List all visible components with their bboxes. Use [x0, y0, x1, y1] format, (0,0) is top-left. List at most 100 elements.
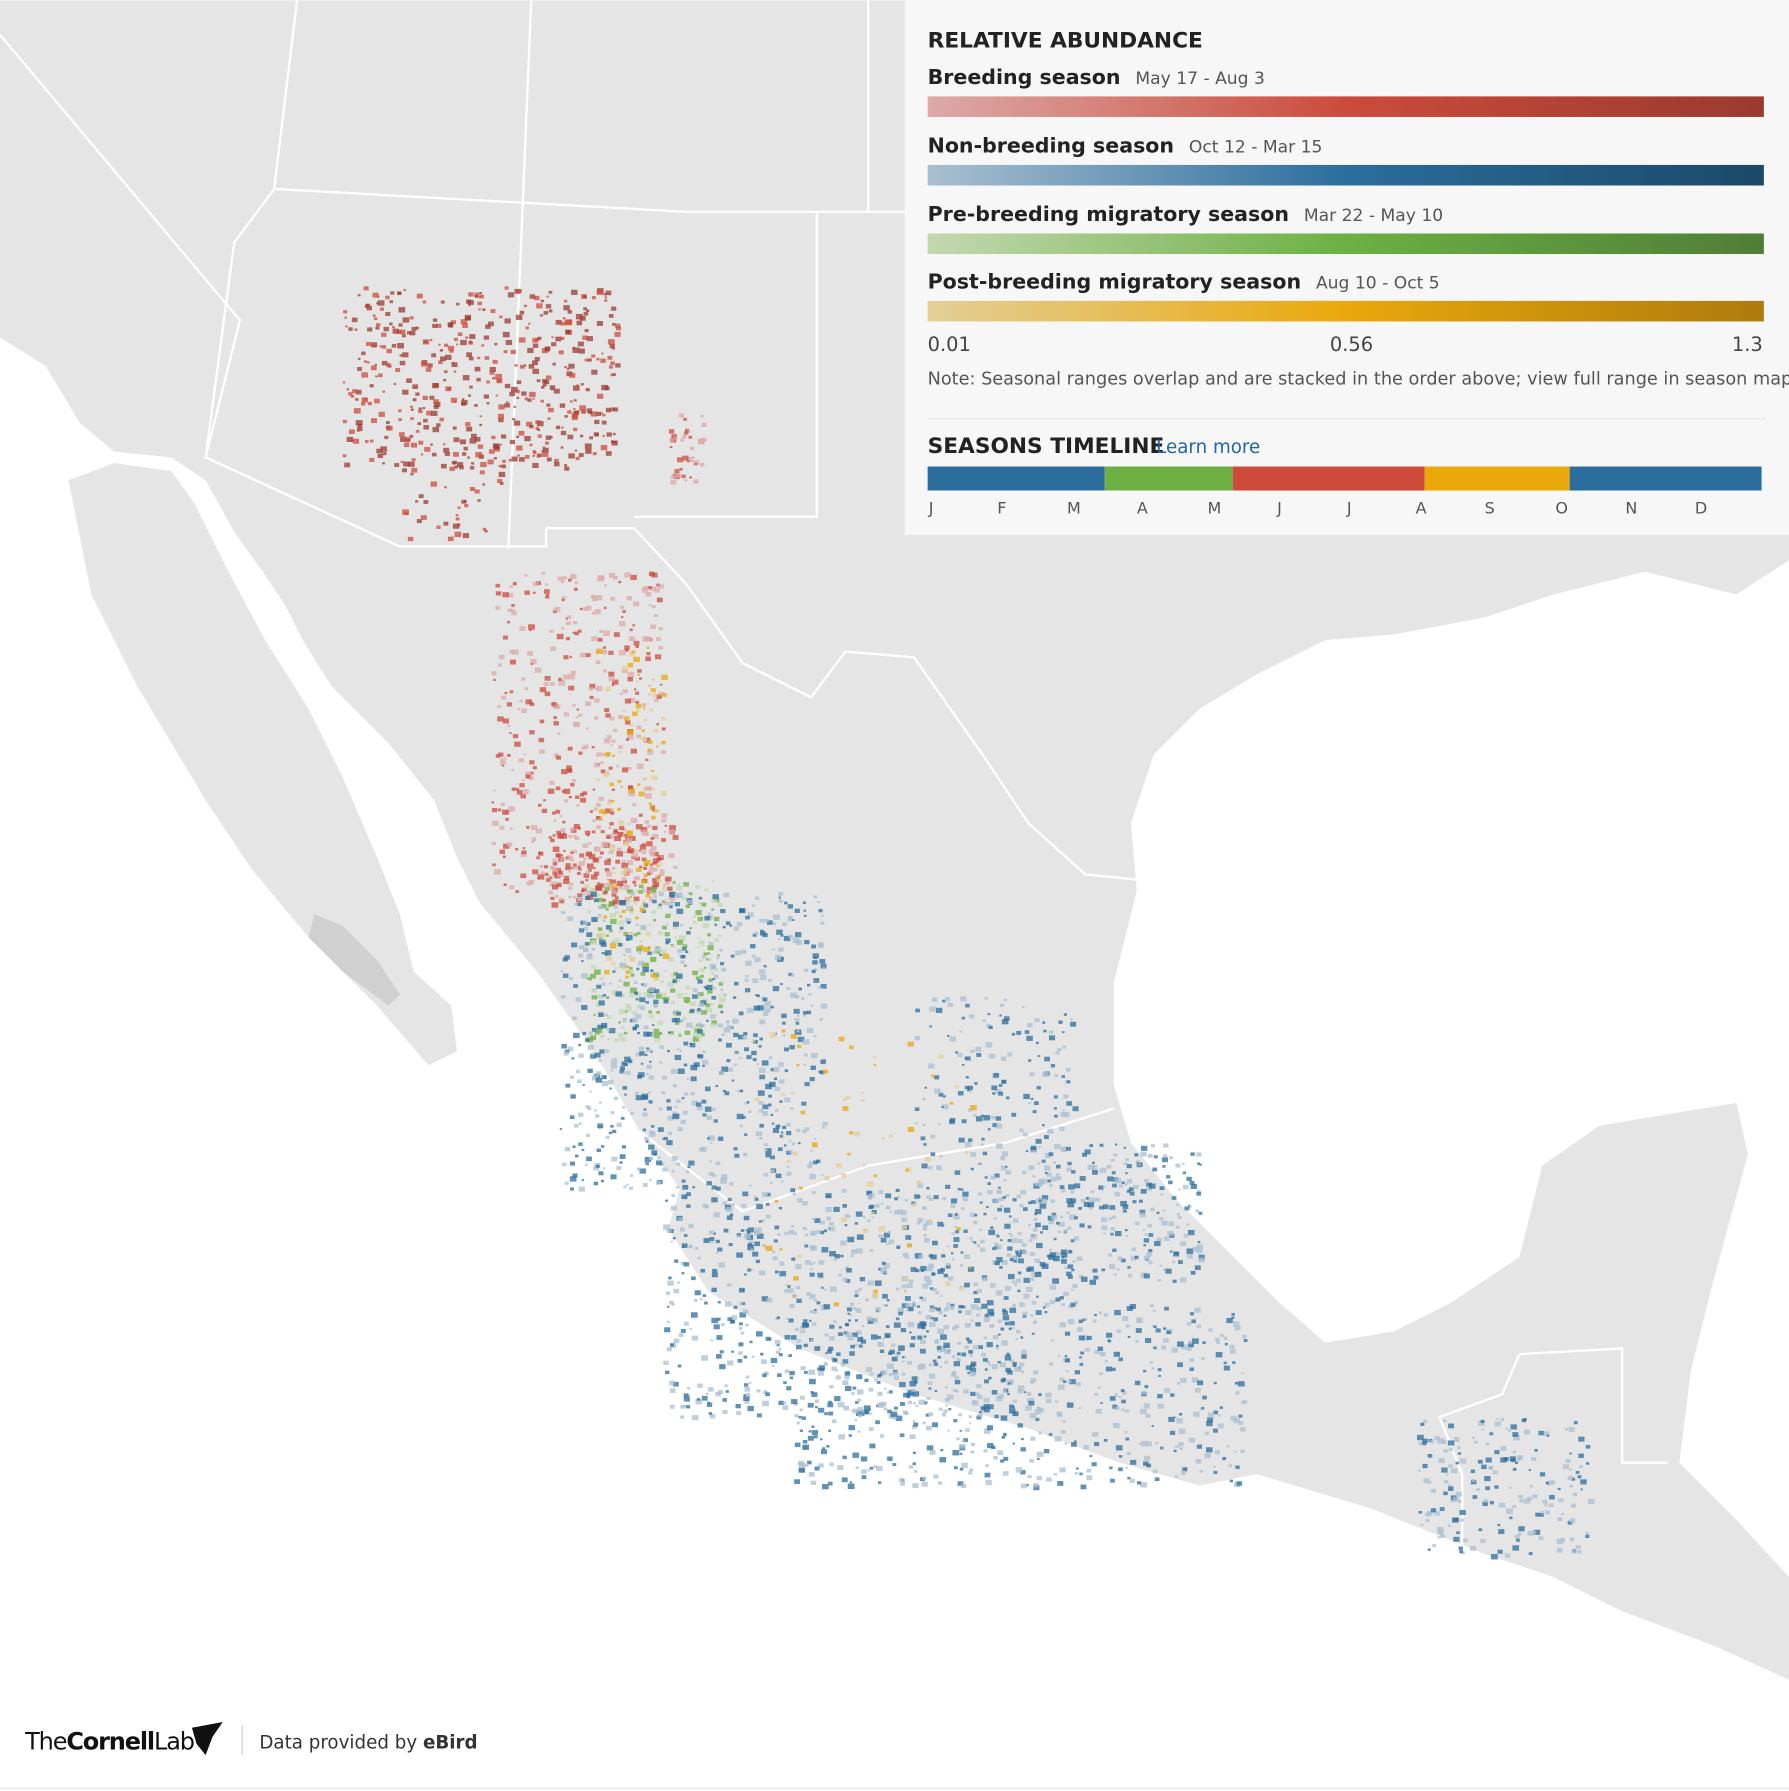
abundance-dot [994, 1173, 1000, 1178]
abundance-dot [778, 899, 783, 903]
abundance-dot [1513, 1434, 1520, 1441]
abundance-dot [564, 466, 570, 471]
abundance-dot [803, 1063, 807, 1066]
abundance-dot [432, 382, 439, 389]
abundance-dot [628, 791, 635, 797]
abundance-dot [1457, 1500, 1462, 1503]
abundance-dot [579, 607, 583, 611]
abundance-dot [991, 1324, 994, 1327]
abundance-dot [1144, 1385, 1149, 1389]
abundance-dot [646, 841, 653, 847]
abundance-dot [669, 1404, 675, 1409]
abundance-dot [570, 1094, 576, 1099]
abundance-dot [698, 1054, 704, 1059]
abundance-dot [442, 443, 446, 446]
abundance-dot [689, 476, 692, 479]
abundance-dot [600, 1179, 605, 1183]
abundance-dot [938, 1092, 944, 1097]
abundance-dot [685, 1170, 690, 1173]
abundance-dot [1217, 1423, 1224, 1429]
abundance-dot [912, 1202, 917, 1207]
abundance-dot [581, 1148, 585, 1152]
abundance-dot [1124, 1430, 1128, 1434]
abundance-dot [622, 709, 626, 712]
abundance-dot [677, 883, 680, 887]
abundance-dot [1169, 1430, 1176, 1435]
abundance-dot [583, 926, 589, 931]
abundance-dot [607, 799, 612, 803]
abundance-dot [970, 1152, 977, 1157]
abundance-dot [578, 1043, 582, 1047]
abundance-dot [682, 1016, 687, 1021]
abundance-dot [615, 991, 623, 997]
abundance-dot [430, 481, 438, 487]
abundance-dot [525, 326, 529, 330]
abundance-dot [1059, 1377, 1065, 1382]
abundance-dot [1041, 1263, 1049, 1269]
abundance-dot [736, 1090, 740, 1093]
abundance-dot [548, 890, 554, 895]
abundance-dot [1060, 1249, 1067, 1255]
abundance-dot [1022, 1311, 1028, 1316]
abundance-dot [1035, 1198, 1042, 1204]
abundance-dot [987, 1404, 994, 1410]
abundance-dot [974, 1298, 981, 1304]
abundance-dot [1036, 1457, 1040, 1461]
abundance-dot [643, 873, 648, 877]
abundance-dot [646, 1064, 652, 1069]
abundance-dot [959, 1264, 964, 1267]
abundance-dot [1569, 1452, 1572, 1455]
abundance-dot [449, 466, 455, 472]
abundance-dot [904, 1254, 910, 1259]
abundance-dot [874, 1280, 882, 1286]
abundance-dot [796, 1128, 801, 1133]
abundance-dot [912, 1462, 917, 1466]
abundance-dot [722, 1201, 727, 1205]
abundance-dot [1503, 1457, 1509, 1462]
abundance-dot [800, 1366, 806, 1371]
abundance-dot [582, 791, 588, 796]
abundance-dot [962, 1197, 969, 1202]
abundance-dot [1103, 1232, 1106, 1235]
abundance-dot [672, 1236, 676, 1240]
abundance-dot [452, 460, 457, 465]
abundance-dot [778, 1347, 782, 1351]
abundance-dot [943, 1273, 948, 1278]
abundance-dot [649, 1131, 656, 1137]
abundance-dot [607, 1038, 611, 1041]
abundance-dot [592, 895, 599, 900]
abundance-dot [758, 1045, 762, 1048]
abundance-dot [993, 1198, 1000, 1203]
abundance-dot [967, 1085, 973, 1091]
abundance-dot [624, 1056, 631, 1062]
abundance-dot [987, 1013, 991, 1016]
abundance-dot [954, 1085, 959, 1089]
learn-more-link[interactable]: Learn more [1156, 437, 1260, 458]
abundance-dot [1042, 1195, 1049, 1201]
abundance-dot [811, 1425, 815, 1429]
abundance-dot [706, 1137, 710, 1140]
abundance-dot [854, 1222, 858, 1225]
abundance-dot [549, 681, 555, 686]
abundance-dot [975, 1322, 981, 1327]
abundance-dot [908, 1306, 914, 1312]
abundance-dot [643, 718, 647, 722]
abundance-dot [894, 1406, 898, 1410]
abundance-dot [1028, 1239, 1033, 1243]
abundance-dot [683, 1092, 689, 1096]
abundance-dot [743, 1355, 748, 1359]
abundance-dot [648, 802, 652, 806]
abundance-dot [713, 1119, 718, 1123]
abundance-dot [1128, 1273, 1133, 1278]
abundance-dot [1169, 1233, 1175, 1238]
abundance-dot [1035, 1138, 1042, 1144]
abundance-dot [739, 1124, 743, 1128]
abundance-dot [477, 444, 484, 449]
abundance-dot [674, 1105, 678, 1108]
abundance-dot [907, 1360, 912, 1365]
abundance-dot [574, 836, 580, 841]
abundance-dot [922, 1124, 926, 1127]
abundance-dot [805, 1260, 811, 1265]
abundance-dot [633, 640, 640, 646]
abundance-dot [404, 512, 409, 516]
